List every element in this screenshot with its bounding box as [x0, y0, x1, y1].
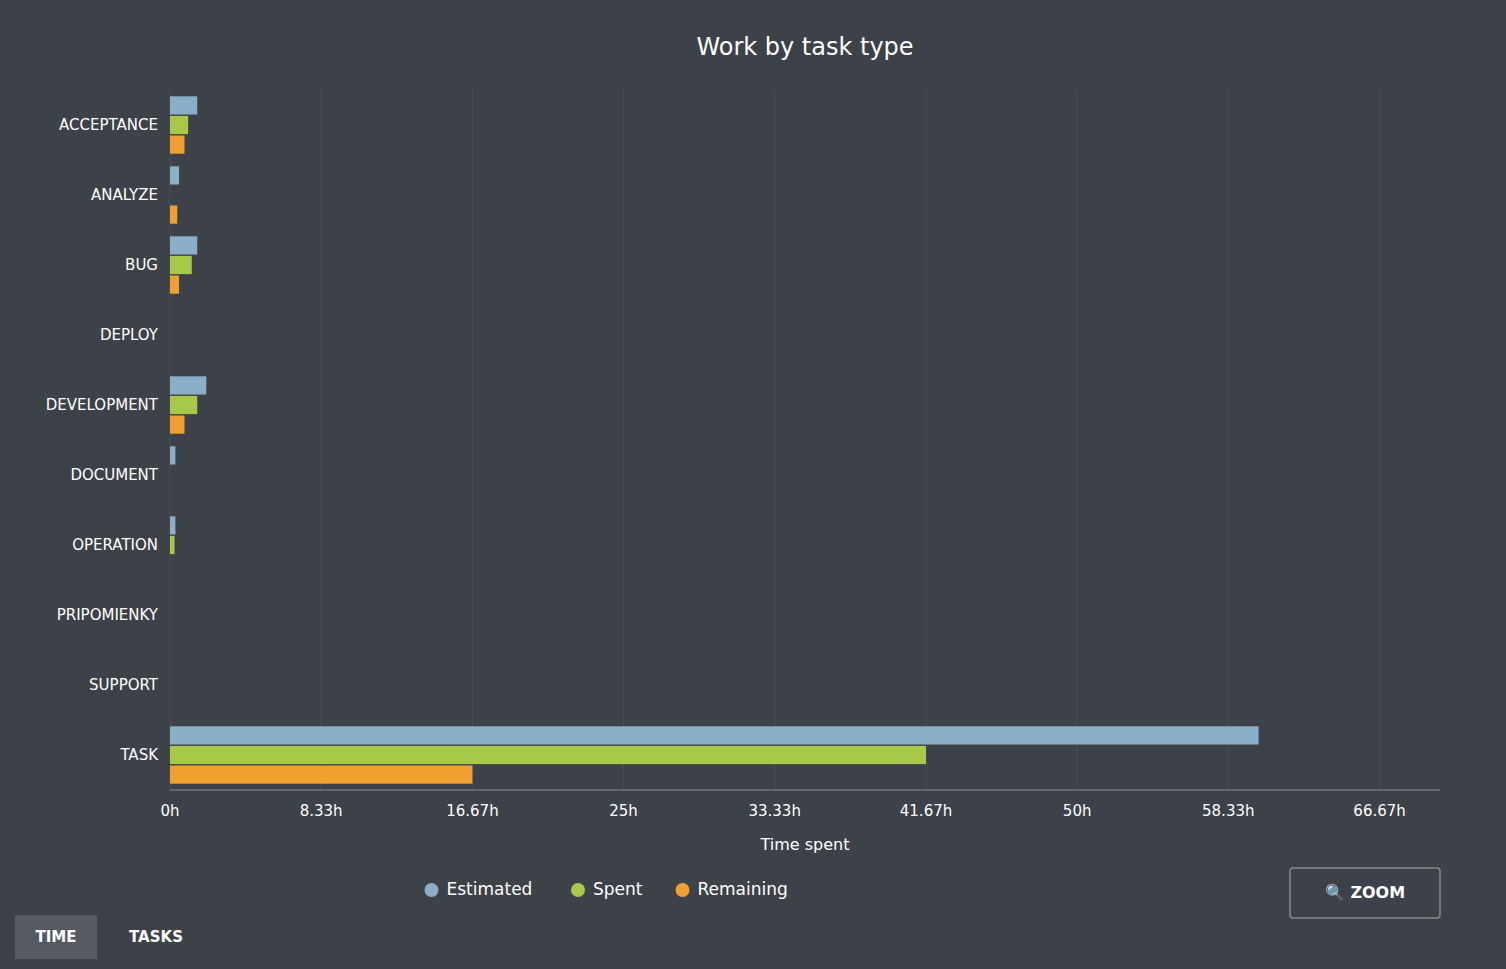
bar [170, 606, 171, 624]
title: Work by task type [696, 33, 913, 61]
bar [170, 326, 171, 344]
bar [170, 516, 175, 534]
time-button-frame [15, 915, 97, 959]
x-tick-label: 58.33h [1202, 802, 1254, 820]
x-tick-label: 50h [1063, 802, 1092, 820]
bar [170, 626, 171, 644]
x-tick-label: 8.33h [300, 802, 343, 820]
x-axis-label: Time spent [760, 835, 850, 854]
x-tick-label: 16.67h [446, 802, 498, 820]
tasks-button-frame [108, 915, 204, 959]
bar [170, 376, 206, 394]
category-label: OPERATION [72, 536, 158, 554]
grid-line [321, 90, 322, 790]
category-label: BUG [125, 256, 158, 274]
bar [170, 256, 192, 274]
grid-line [623, 90, 624, 790]
x-tick-label: 41.67h [900, 802, 952, 820]
bar [170, 676, 171, 694]
zoom-button-frame [1290, 868, 1440, 918]
tasks-button-label: TASKS [129, 928, 183, 946]
bar [170, 446, 175, 464]
legend-marker [676, 883, 690, 897]
legend: Estimated Spent Remaining [425, 879, 788, 899]
bar [170, 556, 171, 574]
bar [170, 536, 175, 554]
bar [170, 746, 926, 764]
bar [170, 206, 177, 224]
bar [170, 116, 188, 134]
time-button-label: TIME [36, 928, 77, 946]
bar [170, 726, 1259, 744]
x-tick-label: 0h [160, 802, 179, 820]
legend-marker [425, 883, 439, 897]
bar [170, 186, 171, 204]
grid-line [1228, 90, 1229, 790]
chart: Work by task type 0h 8.33h 16.67h 25h 33.33h 4… [0, 0, 1506, 969]
x-tick-label: 25h [609, 802, 638, 820]
bar [170, 396, 197, 414]
x-tick-label: 66.67h [1353, 802, 1405, 820]
bar [170, 766, 472, 784]
grid-line [170, 90, 171, 790]
category-label: TASK [119, 746, 159, 764]
grid-line [774, 90, 775, 790]
category-label: ANALYZE [91, 186, 158, 204]
category-label: DEPLOY [100, 326, 159, 344]
bar [170, 466, 171, 484]
category-label: SUPPORT [89, 676, 159, 694]
category-label: ACCEPTANCE [59, 116, 158, 134]
zoom-button-label: 🔍 ZOOM [1325, 882, 1405, 902]
bar [170, 696, 171, 714]
legend-label: Spent [593, 879, 643, 899]
bar [170, 416, 185, 434]
grid-line [926, 90, 927, 790]
bar [170, 276, 179, 294]
bar [170, 236, 197, 254]
bar [170, 306, 171, 324]
legend-label: Estimated [447, 879, 533, 899]
bar [170, 166, 179, 184]
bars [170, 96, 1259, 783]
x-tick-label: 33.33h [748, 802, 800, 820]
time-button: TIME [15, 915, 97, 959]
bar [170, 656, 171, 674]
bar [170, 586, 171, 604]
bar [170, 96, 197, 114]
background [0, 0, 1506, 969]
tasks-button: TASKS [108, 915, 204, 959]
category-label: DOCUMENT [70, 466, 158, 484]
legend-label: Remaining [698, 879, 788, 899]
grid-line [1379, 90, 1380, 790]
legend-marker [571, 883, 585, 897]
category-label: PRIPOMIENKY [57, 606, 159, 624]
zoom-button: 🔍 ZOOM [1290, 868, 1440, 918]
grid-line [1077, 90, 1078, 790]
grid-line [472, 90, 473, 790]
bar [170, 486, 171, 504]
grid [170, 90, 1380, 790]
x-axis-line [170, 790, 1440, 791]
bar [170, 346, 171, 364]
bar [170, 136, 185, 154]
category-label: DEVELOPMENT [46, 396, 159, 414]
